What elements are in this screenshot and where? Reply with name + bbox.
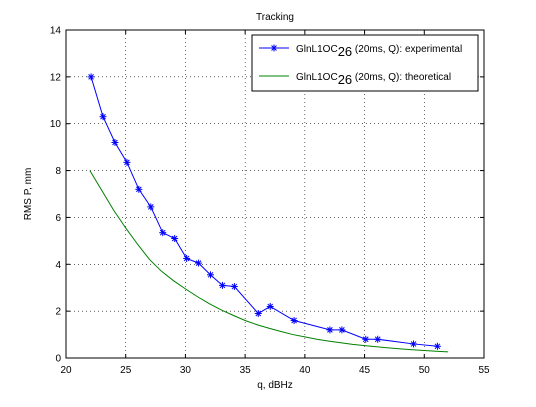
data-point	[207, 271, 215, 279]
legend-label-experimental: GlnL1OC26 (20ms, Q): experimental	[296, 44, 462, 59]
data-point	[433, 342, 441, 350]
y-tick-label: 10	[50, 119, 62, 130]
x-tick-label: 50	[419, 365, 431, 376]
y-tick-label: 8	[55, 166, 61, 177]
data-point	[362, 335, 370, 343]
data-point	[159, 229, 167, 237]
x-tick-label: 20	[60, 365, 72, 376]
data-point	[195, 259, 203, 267]
data-point	[326, 326, 334, 334]
y-axis-label: RMS P, mm	[23, 168, 34, 221]
legend-entry-experimental: GlnL1OC26 (20ms, Q): experimental	[259, 44, 462, 59]
data-point	[410, 340, 418, 348]
data-point	[123, 158, 131, 166]
data-point	[183, 254, 191, 262]
legend-experimental-prefix: GlnL1OC	[296, 44, 338, 55]
legend: GlnL1OC26 (20ms, Q): experimental GlnL1O…	[251, 34, 479, 92]
legend-experimental-suffix: (20ms, Q): experimental	[352, 44, 462, 55]
legend-label-theoretical: GlnL1OC26 (20ms, Q): theoretical	[296, 72, 451, 87]
data-point	[171, 235, 179, 243]
data-point	[374, 335, 382, 343]
series-theoretical	[89, 170, 449, 353]
data-point	[87, 73, 95, 81]
data-point	[266, 302, 274, 310]
x-tick-label: 45	[359, 365, 371, 376]
data-point	[147, 203, 155, 211]
legend-box	[251, 34, 479, 92]
data-point	[230, 283, 238, 291]
x-tick-label: 25	[120, 365, 132, 376]
series-layer	[87, 73, 449, 353]
series-experimental	[87, 73, 441, 350]
legend-entry-theoretical: GlnL1OC26 (20ms, Q): theoretical	[259, 72, 451, 87]
y-tick-label: 2	[55, 307, 61, 318]
legend-experimental-subscript: 26	[338, 44, 352, 59]
data-point	[338, 326, 346, 334]
y-tick-label: 14	[50, 26, 62, 37]
y-tick-label: 0	[55, 354, 61, 365]
x-tick-label: 55	[478, 365, 490, 376]
data-point	[290, 317, 298, 325]
legend-marker-experimental	[270, 44, 278, 52]
y-tick-label: 12	[50, 72, 62, 83]
x-tick-label: 35	[240, 365, 252, 376]
axes-box	[65, 29, 485, 359]
data-point	[218, 281, 226, 289]
series-line-experimental	[90, 76, 438, 347]
data-point	[111, 138, 119, 146]
x-tick-label: 40	[299, 365, 311, 376]
y-tick-label: 4	[55, 260, 61, 271]
legend-theoretical-suffix: (20ms, Q): theoretical	[352, 72, 451, 83]
x-tick-label: 30	[180, 365, 192, 376]
legend-asterisk-marker	[270, 44, 278, 52]
y-tick-label: 6	[55, 213, 61, 224]
legend-theoretical-prefix: GlnL1OC	[296, 72, 338, 83]
x-axis-label: q, dBHz	[257, 380, 293, 391]
axis-ticks: 20 25 30 35 40 45 50 55 0 2 4 6 8 10 12 14	[50, 26, 490, 377]
series-line-theoretical	[89, 170, 449, 353]
legend-theoretical-subscript: 26	[338, 72, 352, 87]
data-point	[135, 185, 143, 193]
chart-title: Tracking	[256, 12, 294, 23]
data-point	[254, 309, 262, 317]
data-point	[99, 113, 107, 121]
